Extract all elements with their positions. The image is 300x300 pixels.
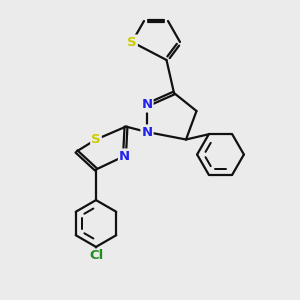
Text: N: N — [141, 98, 153, 112]
Text: N: N — [119, 149, 130, 163]
Text: Cl: Cl — [89, 249, 103, 262]
Text: S: S — [91, 133, 101, 146]
Text: S: S — [127, 35, 137, 49]
Text: N: N — [141, 125, 153, 139]
